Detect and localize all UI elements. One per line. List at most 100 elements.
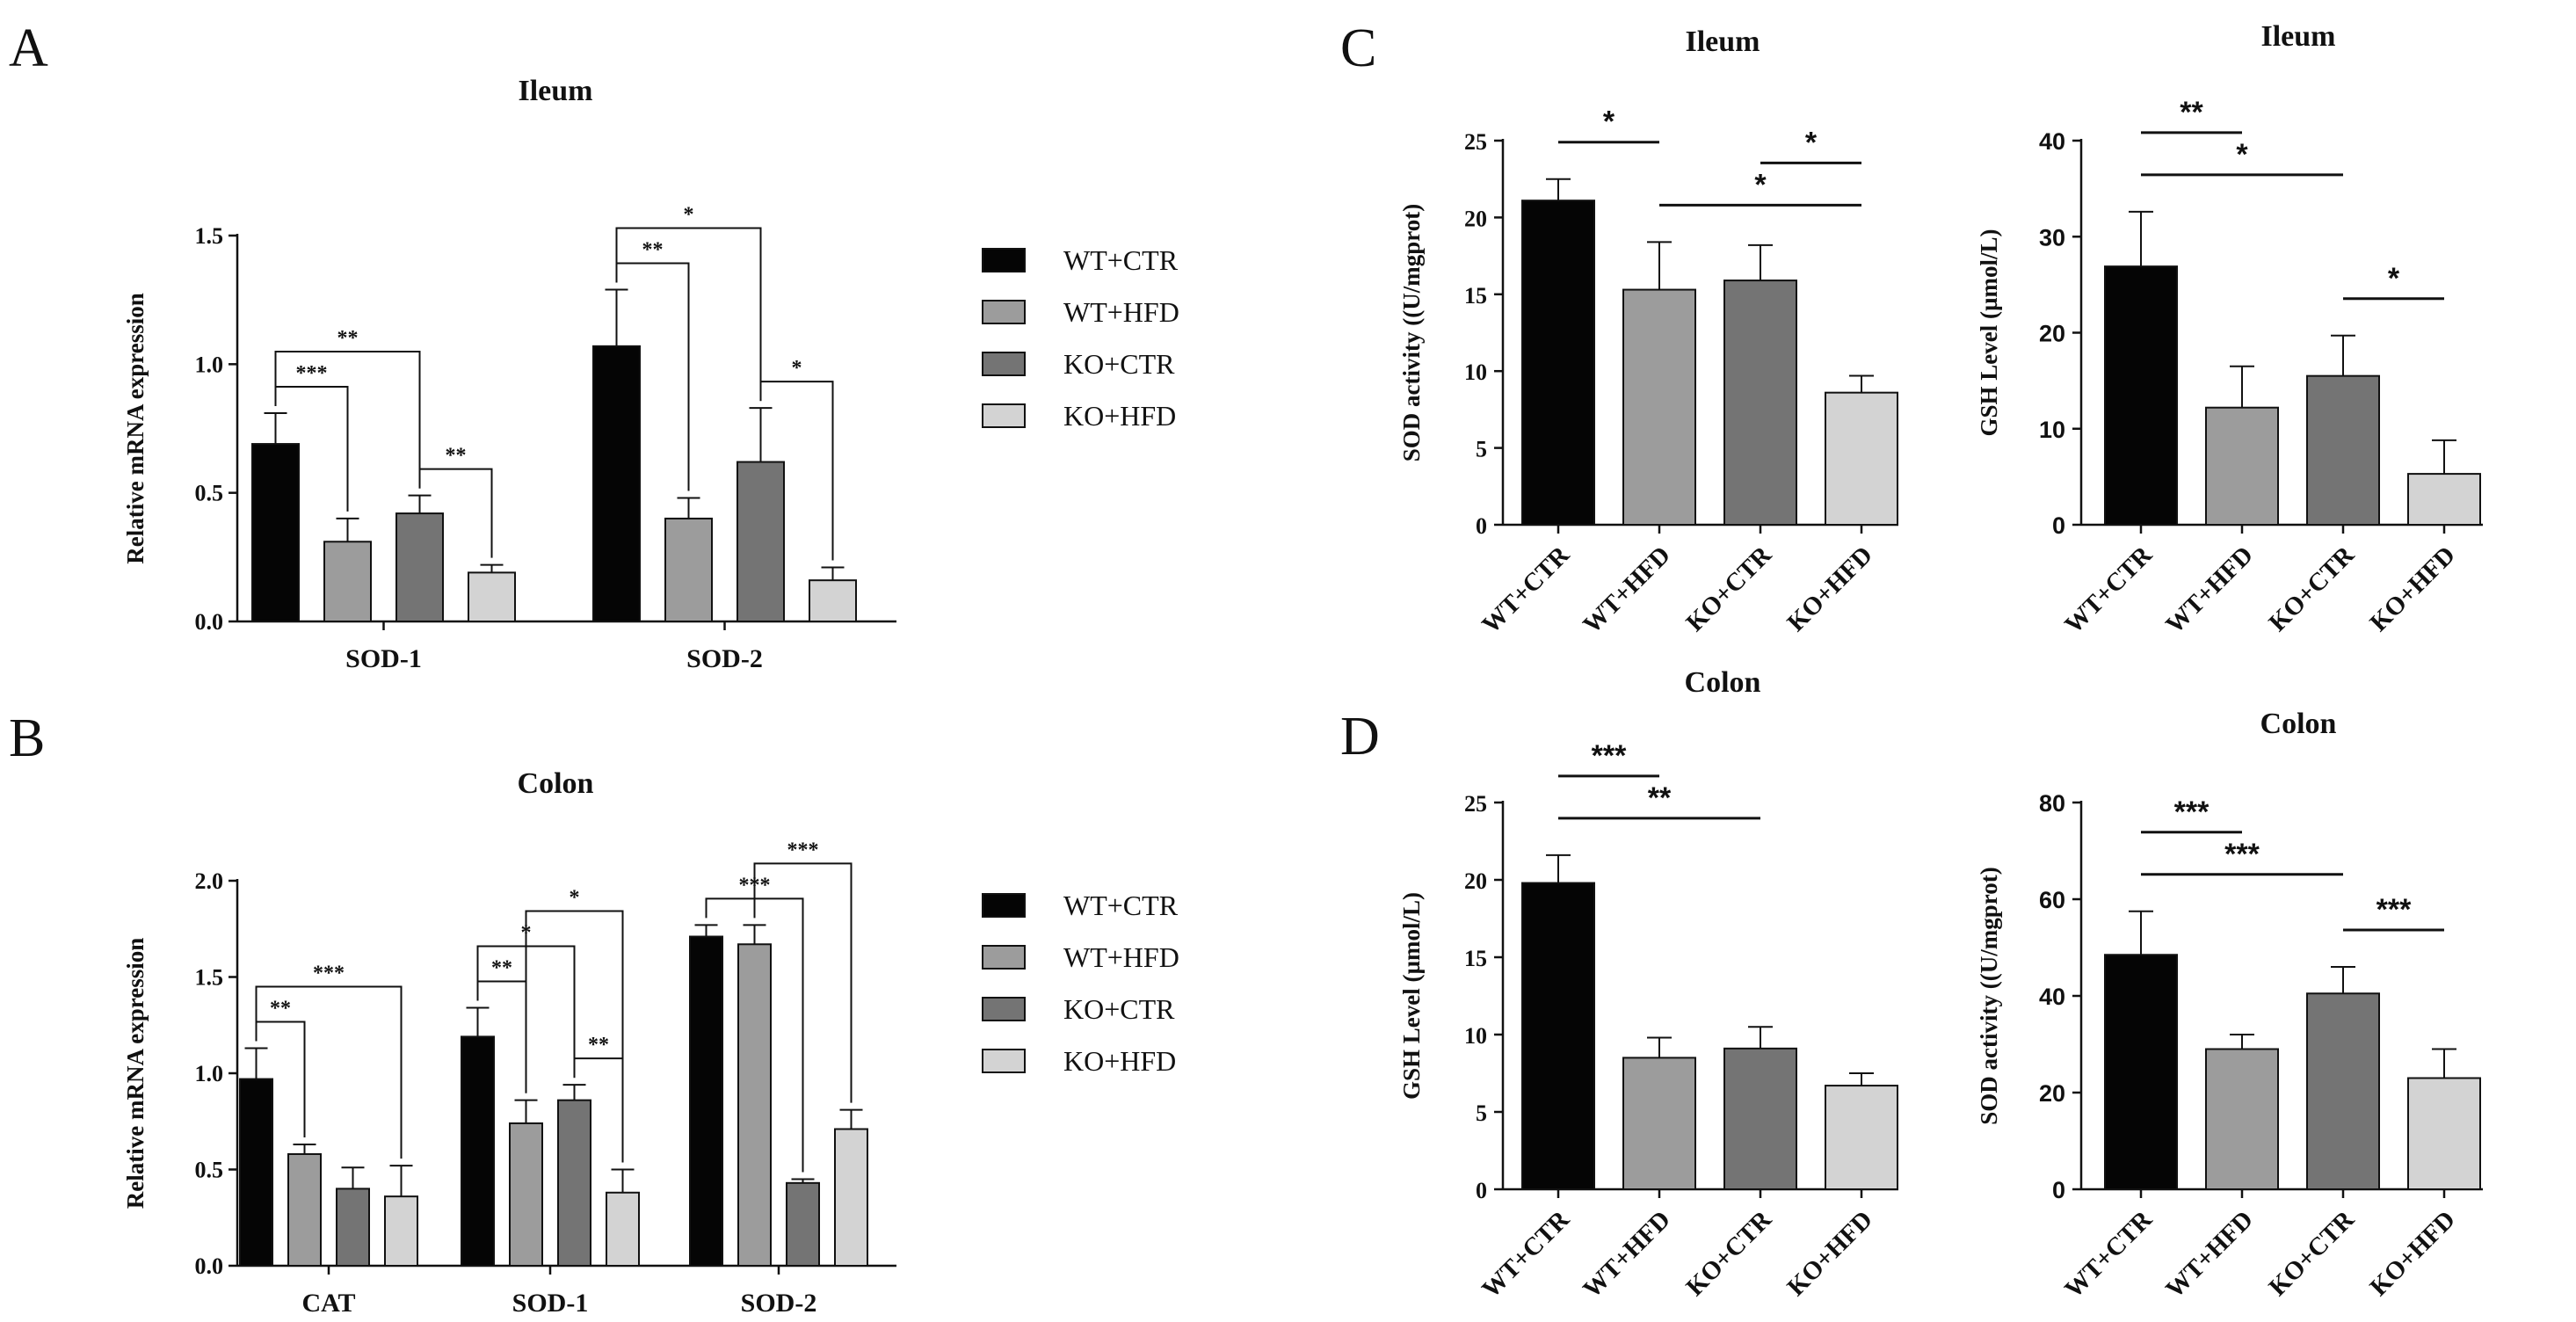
chart-d1: Colon GSH Level (µmol/L) 0 5 10 15 20 25 WT+CTR W… xyxy=(1398,666,1898,1304)
significance-line: * xyxy=(1659,168,1861,207)
category-label-wt-ctr: WT+CTR xyxy=(1477,541,1576,640)
y-tick-label: 0.0 xyxy=(195,1253,224,1279)
significance-line: ** xyxy=(1558,781,1760,820)
y-axis-label: SOD activity ((U/mgprot) xyxy=(1976,867,2002,1124)
significance-label: * xyxy=(1603,105,1615,139)
bar-wt-hfd-cat xyxy=(287,1152,322,1267)
panel-letter-a: A xyxy=(9,18,48,78)
y-axis-label: Relative mRNA expression xyxy=(122,293,149,563)
bar-ko-ctr-sod-2 xyxy=(786,1181,820,1267)
bar-ko-hfd-sod-1 xyxy=(606,1191,640,1268)
bar-ko-ctr-sod-1 xyxy=(557,1099,591,1268)
chart-A: Ileum Relative mRNA expression 0.0 0.5 1.0 1.… xyxy=(122,75,896,673)
legend-item-ko-hfd: KO+HFD xyxy=(982,400,1176,432)
significance-bracket: *** xyxy=(753,839,853,1103)
legend-swatch xyxy=(982,352,1026,376)
bar-wt-ctr xyxy=(1521,882,1595,1191)
significance-label: * xyxy=(1805,126,1818,159)
significance-line: * xyxy=(2141,138,2343,177)
category-label-ko-hfd: KO+HFD xyxy=(1781,541,1878,637)
bracket-line xyxy=(255,985,403,1159)
significance-label: * xyxy=(1754,168,1767,201)
legend-label: KO+HFD xyxy=(1063,1045,1176,1077)
significance-label: * xyxy=(792,357,802,380)
y-tick-label: 0 xyxy=(1476,1178,1487,1203)
significance-line: * xyxy=(1558,105,1659,144)
significance-label: ** xyxy=(491,957,512,980)
significance-label: *** xyxy=(313,962,345,985)
legend-label: WT+HFD xyxy=(1063,941,1179,973)
y-tick-label: 1.5 xyxy=(195,965,224,991)
category-label-wt-ctr: WT+CTR xyxy=(2059,541,2159,640)
bar-ko-ctr xyxy=(1723,1047,1797,1190)
legend-item-wt-hfd: WT+HFD xyxy=(982,941,1179,973)
y-tick-label: 20 xyxy=(1464,868,1487,894)
y-tick-label: 2.0 xyxy=(195,868,224,894)
y-axis-label: SOD activity ((U/mgprot) xyxy=(1398,204,1425,461)
y-tick-label: 80 xyxy=(2039,790,2065,817)
chart-title: Ileum xyxy=(519,75,593,107)
y-tick-label: 15 xyxy=(1464,946,1487,971)
bar-ko-hfd-cat xyxy=(384,1195,418,1268)
bar-wt-hfd-sod-1 xyxy=(509,1122,543,1267)
significance-label: * xyxy=(684,203,694,226)
y-tick-label: 20 xyxy=(2039,321,2065,347)
y-tick-label: 40 xyxy=(2039,984,2065,1010)
y-tick-label: 5 xyxy=(1476,437,1487,462)
bar-ko-hfd-sod-2 xyxy=(809,579,857,623)
bar-ko-ctr-sod-1 xyxy=(395,512,444,623)
category-label-wt-hfd: WT+HFD xyxy=(1578,541,1676,639)
category-label-sod-1: SOD-1 xyxy=(512,1289,589,1318)
significance-label: *** xyxy=(787,839,819,861)
significance-bracket: *** xyxy=(255,962,403,1159)
significance-line: *** xyxy=(1558,739,1659,778)
legend-label: KO+HFD xyxy=(1063,400,1176,432)
category-label-ko-hfd: KO+HFD xyxy=(2364,541,2461,637)
y-tick-label: 10 xyxy=(2039,417,2065,443)
y-tick-label: 0 xyxy=(1476,513,1487,539)
bar-wt-ctr xyxy=(2104,265,2178,526)
significance-bracket: * xyxy=(615,203,762,402)
legend-swatch xyxy=(982,945,1026,970)
bar-wt-ctr-sod-2 xyxy=(689,935,723,1267)
bar-ko-hfd-sod-1 xyxy=(468,571,516,622)
chart-d2: Colon SOD activity ((U/mgprot) 0 20 40 60 80 WT… xyxy=(1976,708,2483,1304)
y-tick-label: 0 xyxy=(2052,512,2065,539)
bracket-line xyxy=(525,910,624,1163)
category-label-wt-ctr: WT+CTR xyxy=(1477,1205,1576,1304)
significance-label: *** xyxy=(2376,893,2412,926)
bar-wt-ctr xyxy=(1521,200,1595,526)
bar-wt-ctr xyxy=(2104,954,2178,1190)
bar-wt-ctr-sod-2 xyxy=(592,345,641,622)
bar-wt-hfd-sod-2 xyxy=(737,943,772,1268)
chart-title: Colon xyxy=(2260,708,2337,740)
bar-ko-hfd xyxy=(1825,391,1898,526)
chart-title: Ileum xyxy=(1686,25,1760,58)
bar-ko-ctr xyxy=(2306,992,2380,1190)
legend-item-ko-ctr: KO+CTR xyxy=(982,993,1175,1025)
chart-B: Colon Relative mRNA expression 0.0 0.5 1.0 1.… xyxy=(122,767,896,1318)
category-label-ko-hfd: KO+HFD xyxy=(1781,1205,1878,1302)
bracket-line xyxy=(753,862,853,1103)
category-label-wt-ctr: WT+CTR xyxy=(2059,1205,2159,1304)
bar-wt-ctr-cat xyxy=(239,1078,273,1267)
bar-ko-ctr-cat xyxy=(336,1188,370,1268)
y-tick-label: 20 xyxy=(1464,206,1487,231)
significance-label: ** xyxy=(2180,96,2203,129)
bracket-line xyxy=(615,227,762,402)
significance-label: ** xyxy=(446,445,467,468)
y-tick-label: 15 xyxy=(1464,283,1487,309)
y-axis-label: GSH Level (µmol/L) xyxy=(1398,892,1425,1100)
chart-title: Colon xyxy=(518,767,594,800)
y-axis-label: Relative mRNA expression xyxy=(122,938,149,1209)
bar-wt-hfd-sod-2 xyxy=(664,517,713,623)
significance-line: *** xyxy=(2141,838,2343,876)
significance-label: *** xyxy=(2224,838,2260,871)
chart-c2: Ileum GSH Level (µmol/L) 0 10 20 30 40 WT+CTR WT… xyxy=(1976,20,2483,639)
bar-ko-hfd xyxy=(2407,1077,2481,1190)
legend-swatch xyxy=(982,248,1026,272)
category-label-ko-ctr: KO+CTR xyxy=(1680,1205,1777,1302)
y-tick-label: 0.0 xyxy=(195,609,224,635)
bar-ko-ctr-sod-2 xyxy=(737,461,785,623)
